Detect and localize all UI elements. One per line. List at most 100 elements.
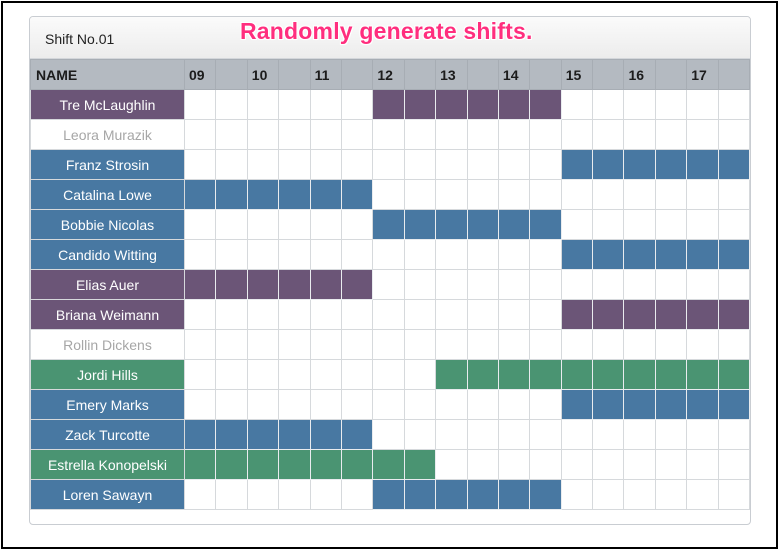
shift-slot-filled[interactable] [278, 269, 311, 300]
shift-slot-filled[interactable] [340, 179, 374, 210]
shift-slot-filled[interactable] [466, 209, 499, 240]
shift-slot-empty[interactable] [215, 359, 248, 390]
shift-slot-empty[interactable] [372, 419, 405, 450]
shift-slot-empty[interactable] [340, 479, 374, 510]
shift-slot-filled[interactable] [403, 209, 437, 240]
shift-slot-empty[interactable] [403, 149, 437, 180]
shift-slot-filled[interactable] [215, 419, 248, 450]
shift-slot-empty[interactable] [623, 119, 656, 150]
shift-slot-empty[interactable] [529, 329, 562, 360]
shift-slot-empty[interactable] [372, 299, 405, 330]
employee-name[interactable]: Rollin Dickens [30, 329, 185, 360]
shift-slot-empty[interactable] [497, 299, 531, 330]
shift-slot-empty[interactable] [246, 209, 280, 240]
employee-name[interactable]: Catalina Lowe [30, 179, 185, 210]
shift-slot-empty[interactable] [466, 389, 499, 420]
shift-slot-empty[interactable] [560, 209, 594, 240]
shift-slot-empty[interactable] [403, 389, 437, 420]
shift-slot-empty[interactable] [592, 449, 625, 480]
shift-slot-empty[interactable] [215, 119, 248, 150]
shift-slot-empty[interactable] [623, 449, 656, 480]
shift-slot-filled[interactable] [623, 389, 656, 420]
shift-slot-empty[interactable] [560, 449, 594, 480]
shift-slot-filled[interactable] [435, 359, 468, 390]
shift-slot-filled[interactable] [717, 299, 750, 330]
shift-slot-filled[interactable] [403, 89, 437, 120]
shift-slot-filled[interactable] [309, 179, 342, 210]
shift-slot-empty[interactable] [246, 359, 280, 390]
shift-slot-empty[interactable] [623, 329, 656, 360]
shift-slot-empty[interactable] [466, 179, 499, 210]
shift-slot-empty[interactable] [278, 359, 311, 390]
shift-slot-empty[interactable] [340, 359, 374, 390]
shift-slot-empty[interactable] [560, 119, 594, 150]
shift-slot-filled[interactable] [183, 179, 217, 210]
shift-slot-empty[interactable] [340, 299, 374, 330]
shift-slot-empty[interactable] [560, 419, 594, 450]
shift-slot-filled[interactable] [529, 359, 562, 390]
shift-slot-filled[interactable] [592, 239, 625, 270]
shift-slot-empty[interactable] [435, 329, 468, 360]
shift-slot-empty[interactable] [403, 419, 437, 450]
shift-slot-empty[interactable] [309, 479, 342, 510]
shift-slot-empty[interactable] [278, 209, 311, 240]
shift-slot-empty[interactable] [529, 299, 562, 330]
shift-slot-empty[interactable] [309, 209, 342, 240]
shift-slot-empty[interactable] [403, 239, 437, 270]
shift-slot-filled[interactable] [560, 389, 594, 420]
shift-slot-empty[interactable] [623, 209, 656, 240]
shift-slot-empty[interactable] [686, 329, 719, 360]
shift-slot-empty[interactable] [372, 359, 405, 390]
shift-slot-filled[interactable] [215, 449, 248, 480]
shift-slot-filled[interactable] [654, 299, 688, 330]
shift-slot-empty[interactable] [529, 149, 562, 180]
shift-slot-filled[interactable] [560, 239, 594, 270]
shift-slot-empty[interactable] [497, 179, 531, 210]
shift-slot-empty[interactable] [246, 329, 280, 360]
shift-slot-filled[interactable] [717, 149, 750, 180]
shift-slot-filled[interactable] [183, 269, 217, 300]
shift-slot-empty[interactable] [309, 389, 342, 420]
shift-slot-filled[interactable] [560, 359, 594, 390]
shift-slot-filled[interactable] [466, 359, 499, 390]
shift-slot-empty[interactable] [717, 179, 750, 210]
employee-name[interactable]: Jordi Hills [30, 359, 185, 390]
shift-slot-empty[interactable] [654, 209, 688, 240]
shift-slot-empty[interactable] [686, 479, 719, 510]
shift-slot-filled[interactable] [372, 449, 405, 480]
shift-slot-empty[interactable] [215, 329, 248, 360]
shift-slot-empty[interactable] [529, 449, 562, 480]
shift-slot-filled[interactable] [686, 299, 719, 330]
shift-slot-empty[interactable] [403, 269, 437, 300]
shift-slot-empty[interactable] [246, 89, 280, 120]
shift-slot-empty[interactable] [435, 389, 468, 420]
shift-slot-filled[interactable] [529, 479, 562, 510]
shift-slot-empty[interactable] [246, 119, 280, 150]
employee-name[interactable]: Bobbie Nicolas [30, 209, 185, 240]
shift-slot-empty[interactable] [215, 389, 248, 420]
shift-slot-filled[interactable] [340, 269, 374, 300]
shift-slot-empty[interactable] [466, 269, 499, 300]
shift-slot-filled[interactable] [497, 359, 531, 390]
shift-slot-filled[interactable] [592, 359, 625, 390]
shift-slot-empty[interactable] [183, 209, 217, 240]
shift-slot-empty[interactable] [309, 299, 342, 330]
shift-slot-empty[interactable] [592, 479, 625, 510]
employee-name[interactable]: Loren Sawayn [30, 479, 185, 510]
shift-slot-empty[interactable] [309, 149, 342, 180]
shift-slot-empty[interactable] [654, 329, 688, 360]
shift-slot-empty[interactable] [403, 179, 437, 210]
shift-slot-empty[interactable] [309, 239, 342, 270]
shift-slot-empty[interactable] [278, 89, 311, 120]
employee-name[interactable]: Leora Murazik [30, 119, 185, 150]
shift-slot-empty[interactable] [466, 419, 499, 450]
shift-slot-empty[interactable] [183, 89, 217, 120]
shift-slot-empty[interactable] [340, 329, 374, 360]
shift-slot-filled[interactable] [435, 89, 468, 120]
shift-slot-empty[interactable] [560, 89, 594, 120]
shift-slot-empty[interactable] [278, 329, 311, 360]
shift-slot-empty[interactable] [717, 449, 750, 480]
shift-slot-empty[interactable] [592, 329, 625, 360]
shift-slot-empty[interactable] [592, 179, 625, 210]
shift-slot-filled[interactable] [183, 449, 217, 480]
